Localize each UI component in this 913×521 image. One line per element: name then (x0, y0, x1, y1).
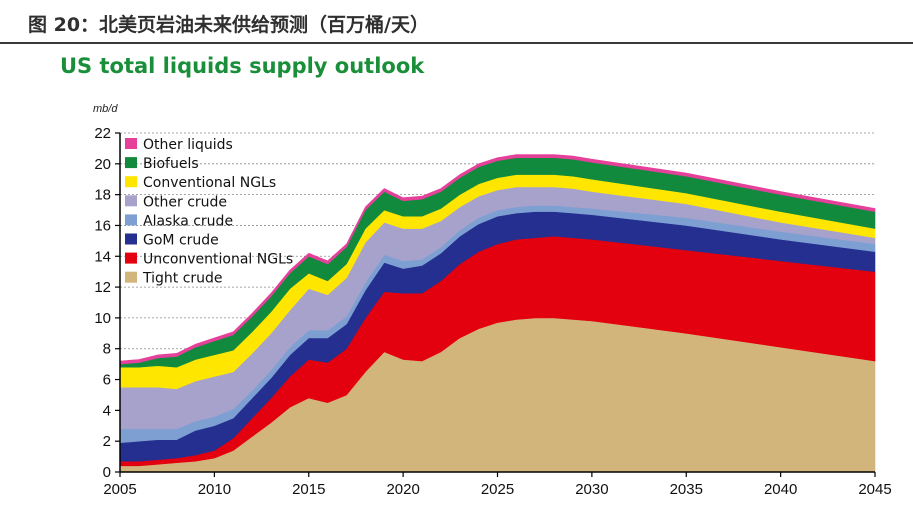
legend: Other liquids Biofuels Conventional NGLs Ot… (125, 137, 293, 287)
legend-label-conventional-ngls: Conventional NGLs (143, 175, 276, 191)
legend-label-alaska-crude: Alaska crude (143, 213, 233, 229)
y-tick-label: 8 (103, 341, 111, 358)
y-tick-label: 18 (94, 187, 111, 204)
x-tick-label: 2005 (103, 481, 136, 498)
figure-header: 图 20：北美页岩油未来供给预测（百万桶/天） (0, 0, 913, 44)
legend-swatch-unconventional-ngls (125, 252, 137, 264)
y-tick-label: 22 (94, 125, 111, 142)
y-tick-label: 6 (103, 372, 111, 389)
x-tick-label: 2010 (198, 481, 231, 498)
x-tick-label: 2015 (292, 481, 325, 498)
y-tick-label: 0 (103, 464, 111, 481)
legend-swatch-biofuels (125, 157, 137, 169)
chart-title: US total liquids supply outlook (60, 54, 425, 78)
y-tick-label: 14 (94, 248, 111, 265)
legend-swatch-other-crude (125, 195, 137, 207)
x-tick-label: 2020 (386, 481, 419, 498)
legend-swatch-tight-crude (125, 271, 137, 283)
legend-swatch-other-liquids (125, 138, 137, 149)
legend-swatch-gom-crude (125, 233, 137, 245)
y-tick-label: 2 (103, 433, 111, 450)
y-tick-label: 4 (103, 402, 111, 419)
x-tick-label: 2040 (764, 481, 797, 498)
y-tick-label: 10 (94, 310, 111, 327)
figure-caption: 图 20：北美页岩油未来供给预测（百万桶/天） (28, 14, 429, 36)
y-tick-label: 16 (94, 217, 111, 234)
legend-label-unconventional-ngls: Unconventional NGLs (143, 252, 293, 268)
area-other-liquids (119, 154, 876, 365)
legend-label-biofuels: Biofuels (143, 156, 199, 172)
y-axis-unit-label: mb/d (93, 103, 118, 115)
legend-swatch-conventional-ngls (125, 176, 137, 188)
x-tick-label: 2030 (575, 481, 608, 498)
x-tick-label: 2045 (858, 481, 891, 498)
x-tick-label: 2035 (670, 481, 703, 498)
series-areas (119, 154, 876, 473)
y-tick-label: 12 (94, 279, 111, 296)
legend-swatch-alaska-crude (125, 214, 137, 226)
legend-label-gom-crude: GoM crude (143, 233, 219, 249)
y-tick-label: 20 (94, 156, 111, 173)
axes: 0 2 4 6 8 10 12 14 16 18 20 22 2005 2010 2015 2020 2025 2… (94, 125, 891, 498)
legend-label-other-crude: Other crude (143, 194, 227, 210)
x-tick-label: 2025 (481, 481, 514, 498)
legend-label-tight-crude: Tight crude (142, 271, 223, 287)
legend-label-other-liquids: Other liquids (143, 137, 233, 153)
